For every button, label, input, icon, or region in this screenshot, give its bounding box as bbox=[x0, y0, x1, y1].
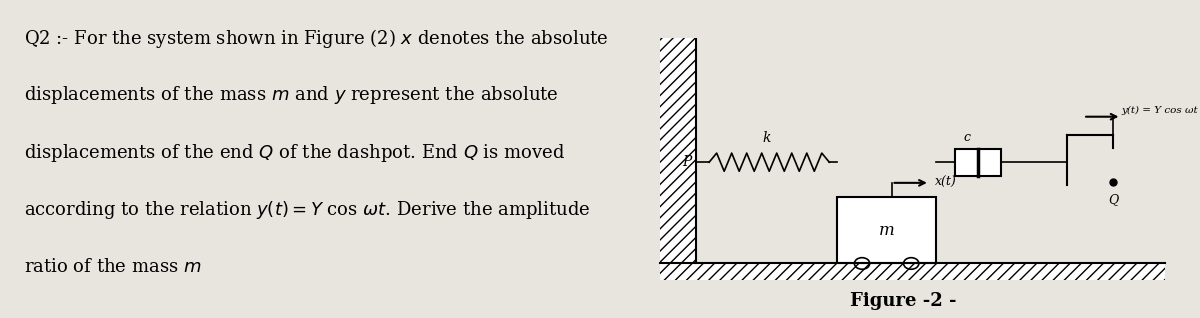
Text: Q2 :- For the system shown in Figure (2) $x$ denotes the absolute: Q2 :- For the system shown in Figure (2)… bbox=[24, 27, 608, 50]
Text: m: m bbox=[878, 222, 894, 239]
Bar bbox=[660, 263, 1165, 280]
Text: displacements of the mass $m$ and $y$ represent the absolute: displacements of the mass $m$ and $y$ re… bbox=[24, 84, 559, 107]
Text: c: c bbox=[962, 131, 970, 144]
Text: k: k bbox=[762, 131, 770, 145]
Text: ratio of the mass $m$: ratio of the mass $m$ bbox=[24, 258, 202, 276]
Text: y(t) = Y cos ωt: y(t) = Y cos ωt bbox=[1122, 106, 1198, 115]
Text: Q: Q bbox=[1108, 193, 1118, 206]
Text: displacements of the end $Q$ of the dashpot. End $Q$ is moved: displacements of the end $Q$ of the dash… bbox=[24, 142, 565, 164]
Bar bbox=[660, 38, 696, 263]
Bar bbox=[955, 149, 1001, 176]
Text: Figure -2 -: Figure -2 - bbox=[850, 292, 956, 309]
Text: P: P bbox=[682, 155, 691, 169]
Text: x(t): x(t) bbox=[935, 176, 956, 189]
Text: according to the relation $y(t) = Y$ cos $\omega t$. Derive the amplitude: according to the relation $y(t) = Y$ cos… bbox=[24, 199, 590, 221]
Bar bbox=[838, 197, 936, 263]
